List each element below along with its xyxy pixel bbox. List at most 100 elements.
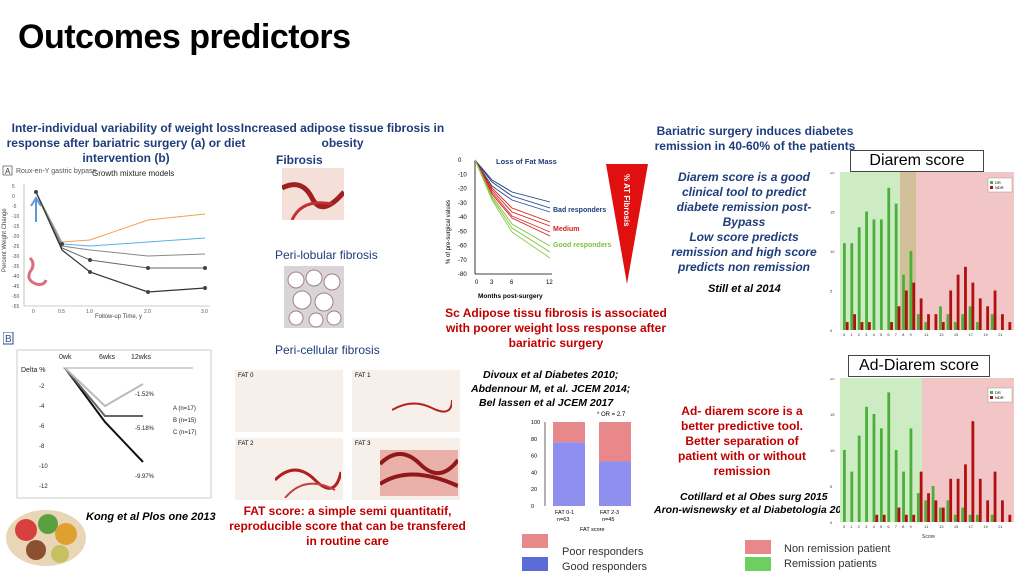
panel-a-y-tick: -50 bbox=[12, 294, 19, 300]
ad-diarem-ref-2: Aron-wisnewsky et al Diabetologia 2017 bbox=[654, 504, 853, 516]
marker bbox=[60, 242, 64, 246]
fat-score-caption: FAT score: a simple semi quantitatif, re… bbox=[229, 504, 466, 548]
ad-diarem-bars bbox=[843, 392, 1012, 522]
fat-bar-y-tick: 20 bbox=[531, 487, 537, 493]
marker bbox=[34, 190, 38, 194]
panel-a-y-tick: -55 bbox=[12, 304, 19, 310]
panel-a-y-ticks: 5 0 -5 -10 -15 -20 -25 -30 -35 -40 -45 -50 -55 bbox=[12, 184, 19, 310]
panel-b-y-tick: -2 bbox=[39, 384, 45, 390]
fat-bar-cat-1: FAT 2-3 bbox=[600, 510, 619, 516]
ndr-bar bbox=[919, 298, 923, 330]
ndr-bar bbox=[882, 514, 886, 522]
diarem-legend-ndr: NDR bbox=[995, 185, 1004, 190]
panel-b-citation: Kong et al Plos one 2013 bbox=[86, 511, 216, 523]
fat0-label: FAT 0 bbox=[238, 373, 254, 379]
fat3-label: FAT 3 bbox=[355, 441, 371, 447]
ndr-bar bbox=[919, 471, 923, 522]
legend-a: A (n=17) bbox=[173, 406, 196, 412]
diarem-text-line: Diarem score is a good bbox=[677, 170, 811, 184]
fat2-label: FAT 2 bbox=[238, 441, 254, 447]
fat-mass-y-tick: -70 bbox=[458, 258, 467, 264]
trajectory-1 bbox=[35, 191, 206, 243]
fat-mass-ylabel: % of pre-surgical values bbox=[446, 200, 452, 264]
panel-b-y-tick: -4 bbox=[39, 404, 45, 410]
diarem-text-line: diabete remission post- bbox=[676, 200, 812, 214]
fat-bar-n-0: n=63 bbox=[557, 517, 569, 523]
hist-x-tick: 11 bbox=[924, 332, 929, 337]
marker bbox=[203, 266, 207, 270]
fat0-tile: FAT 0 bbox=[235, 370, 343, 432]
ndr-bar bbox=[912, 514, 916, 522]
hist-y-tick: 5 bbox=[830, 289, 833, 294]
ad-diarem-y-ticks: 0 5 10 15 20 bbox=[830, 378, 835, 525]
bad-responders-label: Bad responders bbox=[553, 207, 606, 214]
panel-b-y-ticks: -2 -4 -6 -8 -10 -12 bbox=[39, 384, 48, 490]
marker bbox=[146, 266, 150, 270]
fat-mass-y-ticks: 0 -10 -20 -30 -40 -50 -60 -70 -80 bbox=[458, 158, 467, 278]
fat-mass-chart: Loss of Fat Mass 0 -10 -20 -30 -40 -50 -60 -70 -… bbox=[446, 157, 648, 300]
diarem-heading: Bariatric surgery induces diabetes remis… bbox=[654, 124, 856, 153]
dr-bar bbox=[968, 306, 972, 330]
fat-mass-x-tick: 12 bbox=[546, 280, 553, 286]
dr-bar bbox=[843, 450, 846, 522]
hist-x-tick: 7 bbox=[895, 332, 898, 337]
annot-b: -5.18% bbox=[135, 426, 155, 432]
diarem-description: Diarem score is a good clinical tool to p… bbox=[664, 170, 824, 275]
ad-diarem-text-line: remission bbox=[713, 464, 771, 478]
hist-x-tick: 13 bbox=[939, 332, 944, 337]
marker bbox=[146, 290, 150, 294]
hist-y-tick: 15 bbox=[830, 210, 835, 215]
fat-mass-x-tick: 3 bbox=[490, 280, 494, 286]
hist-x-tick: 21 bbox=[998, 524, 1003, 529]
panel-a-x-tick: 3.0 bbox=[201, 309, 208, 315]
group-c-line bbox=[64, 367, 144, 408]
good-responders-bar bbox=[599, 461, 631, 506]
dr-bar bbox=[894, 203, 898, 330]
hist-y-tick: 10 bbox=[830, 448, 835, 453]
ad-diarem-text-line: patient with or without bbox=[678, 449, 806, 463]
ndr-bar bbox=[971, 421, 975, 522]
stomach-icon bbox=[27, 256, 48, 286]
panel-a-y-tick: -45 bbox=[12, 284, 19, 290]
fat-mass-xlabel: Months post-surgery bbox=[478, 293, 543, 300]
ndr-bar bbox=[934, 314, 938, 330]
ndr-bar bbox=[986, 306, 990, 330]
ndr-bar bbox=[964, 266, 967, 330]
ndr-bar bbox=[927, 493, 930, 522]
dr-bar bbox=[976, 514, 979, 522]
hist-x-tick: 2 bbox=[858, 332, 861, 337]
legend-poor-swatch bbox=[522, 534, 548, 548]
page-title: Outcomes predictors bbox=[18, 18, 351, 56]
hist-x-tick: 9 bbox=[910, 524, 913, 529]
fat-mass-caption: Sc Adipose tissu fibrosis is associated … bbox=[445, 306, 667, 350]
up-arrow-icon bbox=[30, 196, 42, 222]
panel-b-y-tick: -6 bbox=[39, 424, 45, 430]
fat-mass-y-tick: -20 bbox=[458, 187, 467, 193]
hist-x-tick: 6 bbox=[887, 332, 890, 337]
fat1-tile: FAT 1 bbox=[352, 370, 460, 432]
ad-diarem-text-line: Ad- diarem score is a bbox=[681, 404, 803, 418]
dr-bar bbox=[961, 314, 965, 330]
ndr-bar bbox=[971, 282, 975, 330]
fibrosis-histology-image bbox=[282, 168, 344, 220]
legend-good-swatch bbox=[522, 557, 548, 571]
fat-bar-y-ticks: 0 20 40 60 80 100 bbox=[531, 420, 546, 510]
hist-y-tick: 0 bbox=[830, 520, 833, 525]
group-b-line bbox=[64, 367, 143, 417]
panel-a-x-tick: 0.5 bbox=[58, 309, 65, 315]
fat1-fibre-icon bbox=[392, 399, 452, 413]
hist-y-tick: 0 bbox=[830, 328, 833, 333]
fat1-label: FAT 1 bbox=[355, 373, 371, 379]
poor-responders-bar bbox=[599, 422, 631, 462]
hist-x-tick: 6 bbox=[887, 524, 890, 529]
marker bbox=[88, 258, 92, 262]
ndr-bar bbox=[897, 306, 901, 330]
hist-x-tick: 4 bbox=[873, 524, 876, 529]
hist-x-tick: 8 bbox=[902, 524, 905, 529]
diarem-score-label: Diarem score bbox=[850, 150, 984, 172]
hist-x-tick: 15 bbox=[954, 332, 959, 337]
weight-change-chart: A Roux-en-Y gastric bypass Growth mixtur… bbox=[2, 165, 210, 320]
panel-a-y-tick: -20 bbox=[12, 234, 19, 240]
fibrosis-heading: Increased adipose tissue fibrosis in obe… bbox=[240, 121, 445, 150]
fat-mass-y-tick: -60 bbox=[458, 244, 467, 250]
